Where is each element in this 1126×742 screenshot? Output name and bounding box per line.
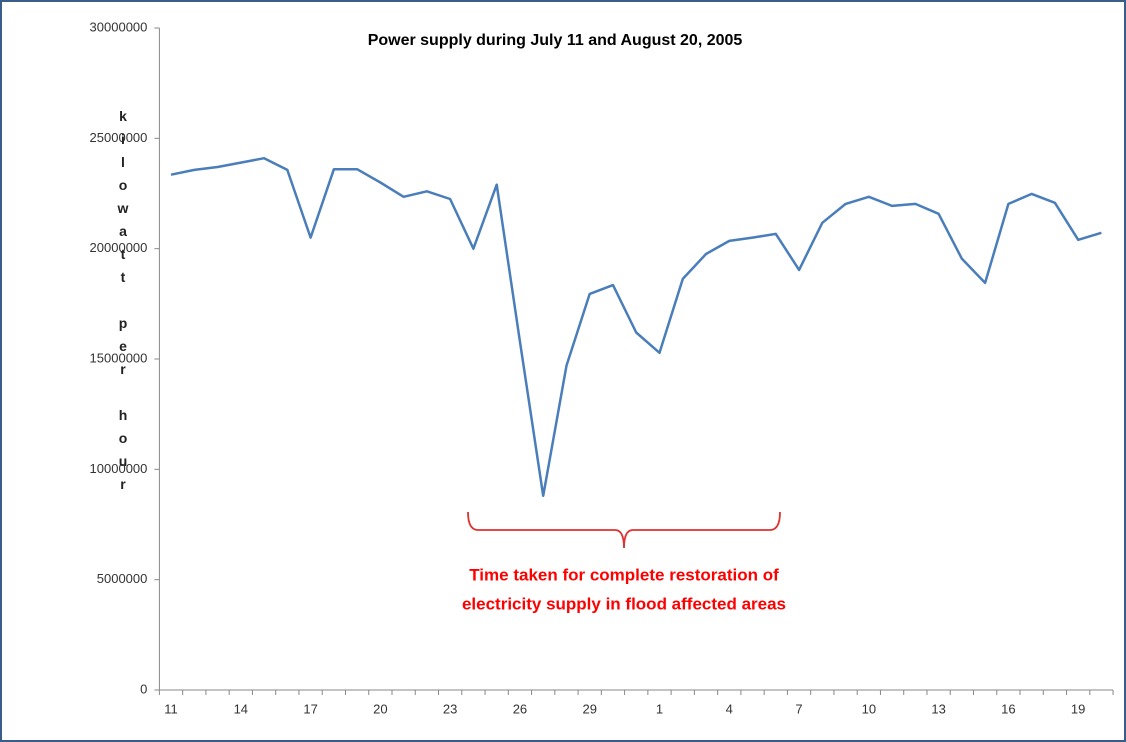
y-tick-label: 20000000	[90, 240, 148, 255]
y-axis-label: kilowatt per hour	[115, 108, 131, 499]
x-tick-label: 10	[862, 701, 876, 716]
annotation: Time taken for complete restoration of	[469, 565, 779, 584]
x-tick-label: 16	[1001, 701, 1015, 716]
x-tick-label: 20	[373, 701, 387, 716]
x-tick-label: 29	[582, 701, 596, 716]
chart-title: Power supply during July 11 and August 2…	[368, 32, 743, 49]
x-tick-label: 19	[1071, 701, 1085, 716]
x-tick-label: 26	[513, 701, 527, 716]
y-tick-label: 5000000	[97, 571, 148, 586]
x-tick-label: 17	[303, 701, 317, 716]
x-tick-label: 14	[234, 701, 248, 716]
y-tick-label: 15000000	[90, 350, 148, 365]
x-tick-label: 7	[795, 701, 802, 716]
y-tick-label: 10000000	[90, 461, 148, 476]
x-tick-label: 13	[931, 701, 945, 716]
x-tick-label: 4	[726, 701, 733, 716]
annotation-brace	[467, 511, 781, 549]
annotation: electricity supply in flood affected are…	[462, 594, 786, 613]
x-tick-label: 11	[164, 701, 178, 716]
y-tick-label: 25000000	[90, 130, 148, 145]
x-tick-label: 1	[656, 701, 663, 716]
data-line	[170, 156, 1102, 498]
y-tick-label: 30000000	[90, 19, 148, 34]
y-tick-label: 0	[140, 681, 147, 696]
x-tick-label: 23	[443, 701, 457, 716]
